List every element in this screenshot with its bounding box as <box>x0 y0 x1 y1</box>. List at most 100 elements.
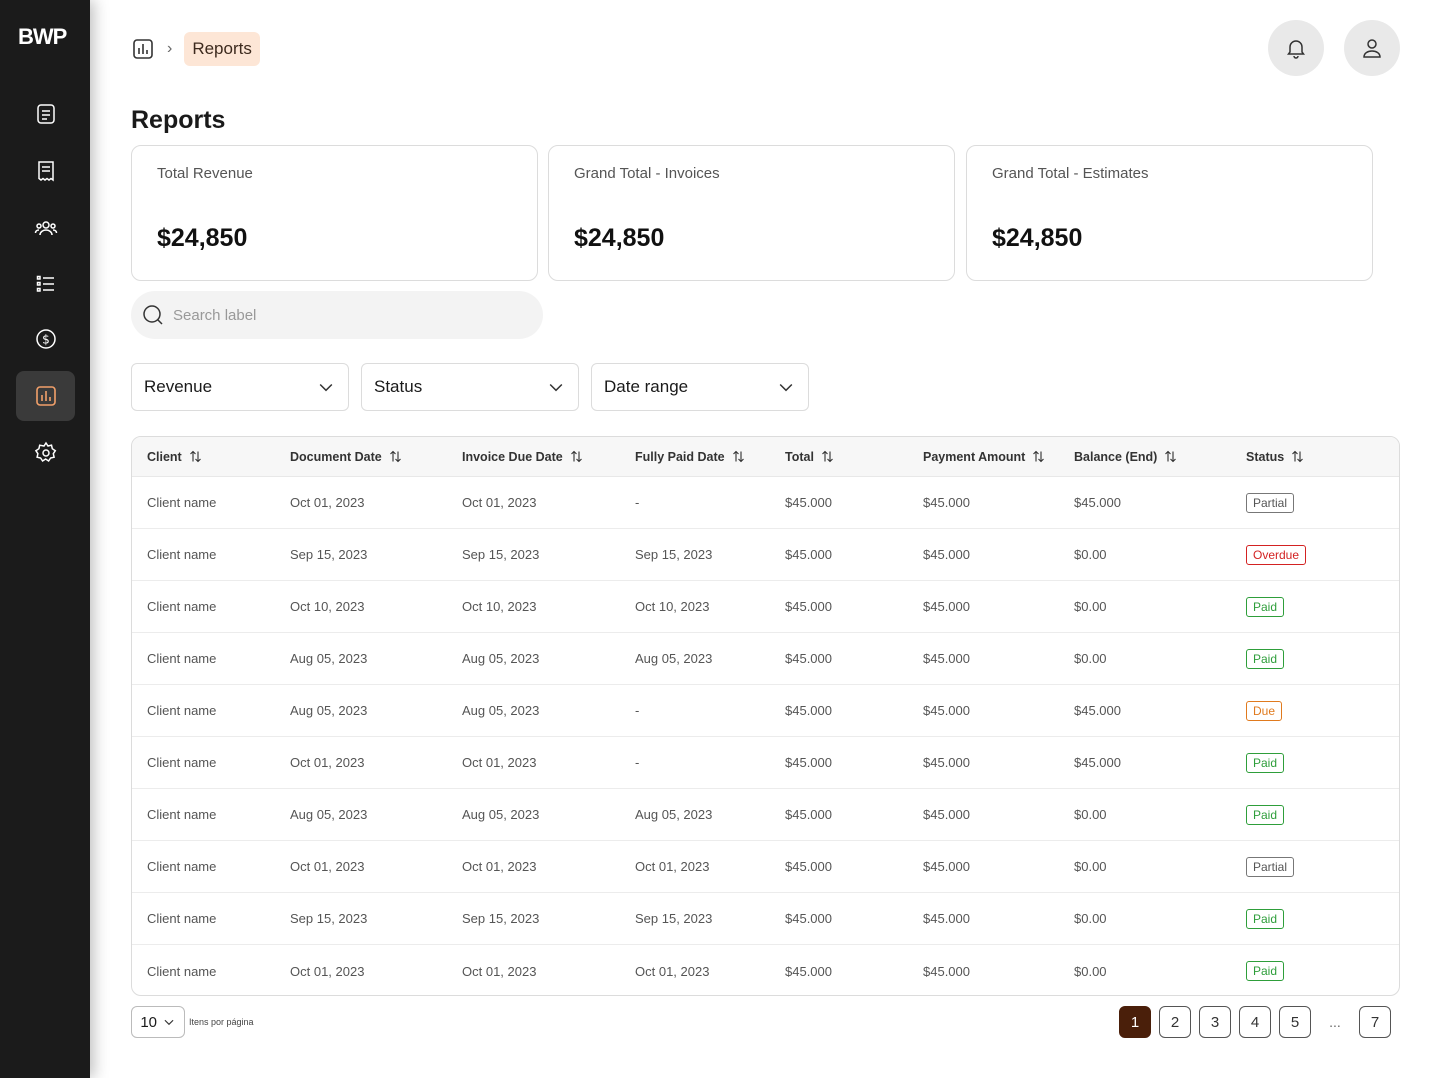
column-header-fully-paid-date[interactable]: Fully Paid Date <box>635 449 746 464</box>
table-row[interactable]: Client name Oct 10, 2023 Oct 10, 2023 Oct 1… <box>132 581 1399 633</box>
column-header-payment-amount[interactable]: Payment Amount <box>923 449 1046 464</box>
cell-fully-paid-date: Sep 15, 2023 <box>635 547 713 562</box>
sort-icon[interactable] <box>731 449 746 464</box>
table-header: Client Document Date Invoice Due Date Fully… <box>132 437 1399 477</box>
card-value: $24,850 <box>157 224 248 252</box>
cell-total: $45.000 <box>785 599 832 614</box>
cell-document-date: Oct 01, 2023 <box>290 495 365 510</box>
dropdown-label: Status <box>374 377 423 396</box>
nav-reports[interactable] <box>16 371 75 421</box>
page-button-2[interactable]: 2 <box>1159 1006 1191 1038</box>
notifications-button[interactable] <box>1268 20 1324 76</box>
table-row[interactable]: Client name Oct 01, 2023 Oct 01, 2023 - $45.… <box>132 477 1399 529</box>
status-cell: Due <box>1246 700 1283 721</box>
table-row[interactable]: Client name Oct 01, 2023 Oct 01, 2023 Oct 0… <box>132 945 1399 995</box>
page-button-3[interactable]: 3 <box>1199 1006 1231 1038</box>
column-header-status[interactable]: Status <box>1246 449 1305 464</box>
app-logo[interactable]: BWP <box>18 24 67 49</box>
table-row[interactable]: Client name Aug 05, 2023 Aug 05, 2023 Aug 0… <box>132 789 1399 841</box>
nav-invoices[interactable] <box>16 146 75 196</box>
status-cell: Partial <box>1246 492 1295 513</box>
cell-invoice-due-date: Aug 05, 2023 <box>462 703 540 718</box>
table-row[interactable]: Client name Oct 01, 2023 Oct 01, 2023 Oct 0… <box>132 841 1399 893</box>
per-page-select[interactable]: 10 <box>131 1006 185 1038</box>
column-header-label: Balance (End) <box>1074 449 1158 464</box>
cell-fully-paid-date: Oct 10, 2023 <box>635 599 710 614</box>
cell-total: $45.000 <box>785 963 832 979</box>
cell-fully-paid-date: Aug 05, 2023 <box>635 651 713 666</box>
profile-button[interactable] <box>1344 20 1400 76</box>
search-bar <box>131 291 543 339</box>
cell-invoice-due-date: Aug 05, 2023 <box>462 651 540 666</box>
filter-status-dropdown[interactable]: Status <box>361 363 579 411</box>
gear-icon <box>34 441 56 463</box>
chevron-down-icon <box>549 383 563 392</box>
search-input[interactable] <box>173 306 513 324</box>
breadcrumb-home[interactable] <box>131 37 155 61</box>
sort-icon[interactable] <box>188 449 203 464</box>
filter-revenue-dropdown[interactable]: Revenue <box>131 363 349 411</box>
cell-fully-paid-date: Aug 05, 2023 <box>635 807 713 822</box>
search-icon <box>143 305 163 325</box>
cell-payment-amount: $45.000 <box>923 807 970 822</box>
cell-total: $45.000 <box>785 547 832 562</box>
cell-balance-end: $0.00 <box>1074 807 1107 822</box>
cell-invoice-due-date: Oct 01, 2023 <box>462 755 537 770</box>
status-cell: Paid <box>1246 908 1285 929</box>
card-grand-total-invoices: Grand Total - Invoices $24,850 <box>548 145 955 281</box>
dropdown-label: Revenue <box>144 377 213 396</box>
per-page-value: 10 <box>140 1013 158 1031</box>
column-header-total[interactable]: Total <box>785 449 835 464</box>
status-cell: Overdue <box>1246 544 1307 565</box>
filter-date-range-dropdown[interactable]: Date range <box>591 363 809 411</box>
cell-fully-paid-date: - <box>635 703 640 718</box>
list-icon <box>36 275 54 292</box>
document-icon <box>36 104 55 124</box>
table-row[interactable]: Client name Aug 05, 2023 Aug 05, 2023 - $45.… <box>132 685 1399 737</box>
page-button-4[interactable]: 4 <box>1239 1006 1271 1038</box>
cell-invoice-due-date: Oct 10, 2023 <box>462 599 537 614</box>
cell-client: Client name <box>147 703 217 718</box>
column-header-balance-end[interactable]: Balance (End) <box>1074 449 1178 464</box>
sort-icon[interactable] <box>1290 449 1305 464</box>
cell-document-date: Aug 05, 2023 <box>290 651 368 666</box>
cell-document-date: Oct 01, 2023 <box>290 859 365 874</box>
table-row[interactable]: Client name Sep 15, 2023 Sep 15, 2023 Sep 1… <box>132 529 1399 581</box>
table-row[interactable]: Client name Aug 05, 2023 Aug 05, 2023 Aug 0… <box>132 633 1399 685</box>
cell-client: Client name <box>147 651 217 666</box>
sort-icon[interactable] <box>388 449 403 464</box>
status-cell: Paid <box>1246 804 1285 825</box>
cell-invoice-due-date: Oct 01, 2023 <box>462 859 537 874</box>
column-header-label: Client <box>147 449 182 464</box>
svg-text:$: $ <box>42 333 50 347</box>
cell-total: $45.000 <box>785 807 832 822</box>
cell-document-date: Oct 01, 2023 <box>290 963 365 979</box>
status-badge: Partial <box>1246 856 1295 877</box>
status-badge: Paid <box>1246 752 1285 773</box>
cell-client: Client name <box>147 547 217 562</box>
page-button-1[interactable]: 1 <box>1119 1006 1151 1038</box>
nav-settings[interactable] <box>16 428 75 478</box>
nav-clients[interactable] <box>16 203 75 253</box>
sort-icon[interactable] <box>1163 449 1178 464</box>
per-page-label: Itens por página <box>189 1017 254 1027</box>
table-body: Client name Oct 01, 2023 Oct 01, 2023 - $45.… <box>132 477 1399 995</box>
column-header-document-date[interactable]: Document Date <box>290 449 403 464</box>
cell-total: $45.000 <box>785 703 832 718</box>
sort-icon[interactable] <box>569 449 584 464</box>
nav-items[interactable] <box>16 259 75 309</box>
cell-client: Client name <box>147 755 217 770</box>
nav-payments[interactable]: $ <box>16 314 75 364</box>
sort-icon[interactable] <box>820 449 835 464</box>
table-row[interactable]: Client name Oct 01, 2023 Oct 01, 2023 - $45.… <box>132 737 1399 789</box>
cell-total: $45.000 <box>785 755 832 770</box>
status-cell: Paid <box>1246 961 1285 981</box>
status-badge: Paid <box>1246 596 1285 617</box>
table-row[interactable]: Client name Sep 15, 2023 Sep 15, 2023 Sep 1… <box>132 893 1399 945</box>
sort-icon[interactable] <box>1031 449 1046 464</box>
column-header-invoice-due-date[interactable]: Invoice Due Date <box>462 449 584 464</box>
nav-documents[interactable] <box>16 89 75 139</box>
page-button-7[interactable]: 7 <box>1359 1006 1391 1038</box>
column-header-client[interactable]: Client <box>147 449 203 464</box>
page-button-5[interactable]: 5 <box>1279 1006 1311 1038</box>
